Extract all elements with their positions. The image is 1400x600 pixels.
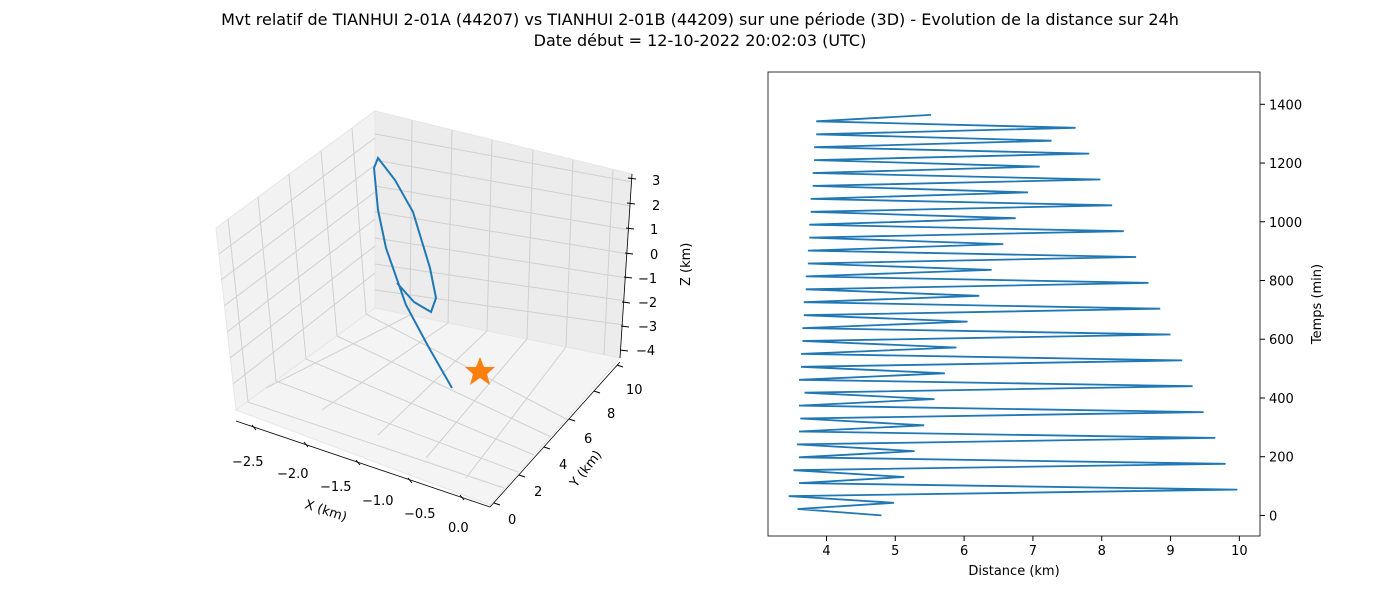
z3d-tick-label: 0 [650,248,658,263]
x3d-axis-label: X (km) [303,498,349,526]
grid-back [374,119,633,356]
y3d-tick-label: 4 [559,458,567,473]
x3d-tick-label: −1.5 [320,480,352,495]
grid-left-h [218,137,376,385]
x-axis-ticks: 4 5 6 7 8 9 10 [822,536,1248,559]
trajectory-3d [372,156,453,389]
x-tick-label: 9 [1166,544,1174,559]
x-tick-label: 5 [891,544,899,559]
y3d-tick-label: 2 [534,485,542,500]
grid-left [227,127,367,403]
y-tick-label: 600 [1269,333,1294,348]
z3d-tick-label: −2 [638,296,657,311]
plot3d: −2.5 −2.0 −1.5 −1.0 −0.5 0.0 X (km) 0 2 … [215,110,694,536]
x3d-tick-label: 0.0 [448,521,469,536]
z3d-axis-label: Z (km) [679,243,694,286]
x3d-ticks: −2.5 −2.0 −1.5 −1.0 −0.5 0.0 [232,424,469,536]
y3d-tick-label: 0 [508,513,516,528]
y-tick-label: 200 [1269,451,1294,466]
y-tick-label: 0 [1269,509,1277,524]
y3d-tick-label: 10 [626,383,643,398]
y-tick-label: 1200 [1269,157,1302,172]
x3d-tick-label: −2.5 [232,455,264,470]
plot2d: 4 5 6 7 8 9 10 0 200 400 600 800 1000 1200 1400 Dista… [767,71,1325,579]
x-tick-label: 4 [822,544,830,559]
x-tick-label: 10 [1231,544,1248,559]
x-axis-label: Distance (km) [968,564,1059,579]
y3d-axis-label: Y (km) [567,448,606,491]
z3d-tick-label: −3 [638,320,657,335]
z3d-tick-label: −1 [638,272,657,287]
x3d-tick-label: −0.5 [404,507,436,522]
z3d-tick-label: 3 [652,174,660,189]
y3d-tick-label: 8 [607,407,615,422]
z3d-tick-label: 2 [652,199,660,214]
y-tick-label: 400 [1269,392,1294,407]
z3d-tick-label: 1 [650,223,658,238]
z3d-tick-label: −4 [636,344,655,359]
y-tick-label: 800 [1269,275,1294,290]
x3d-tick-label: −2.0 [277,467,309,482]
y-tick-label: 1000 [1269,216,1302,231]
y3d-tick-label: 6 [584,432,592,447]
z3d-ticks: 3 2 1 0 −1 −2 −3 −4 [619,174,660,359]
plot2d-frame [767,71,1261,537]
x-tick-label: 7 [1029,544,1037,559]
x3d-tick-label: −1.0 [362,494,394,509]
y-axis-ticks: 0 200 400 600 800 1000 1200 1400 [1260,98,1302,524]
figure-title: Mvt relatif de TIANHUI 2-01A (44207) vs … [221,10,1179,29]
x-tick-label: 8 [1098,544,1106,559]
reference-star-marker [465,357,495,385]
y-tick-label: 1400 [1269,98,1302,113]
y3d-ticks: 0 2 4 6 8 10 [493,364,643,528]
x-tick-label: 6 [960,544,968,559]
series-line-distance [788,114,1238,517]
y-axis-label: Temps (min) [1310,264,1325,345]
figure-subtitle: Date début = 12-10-2022 20:02:03 (UTC) [533,31,867,50]
